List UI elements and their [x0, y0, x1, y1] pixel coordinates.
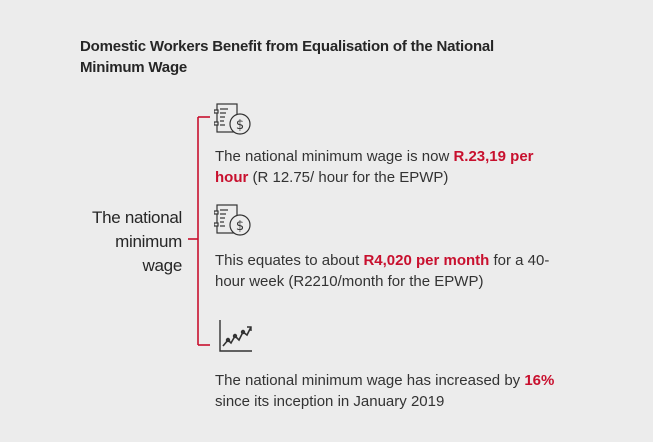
item-3-post: since its inception in January 2019 — [215, 393, 445, 410]
item-3-text: The national minimum wage has increased … — [215, 370, 565, 412]
item-3-highlight: 16% — [524, 372, 555, 389]
svg-text:$: $ — [236, 219, 244, 234]
money-document-icon: $ — [213, 103, 256, 144]
item-2-pre: This equates to about — [215, 252, 364, 269]
page-title: Domestic Workers Benefit from Equalisati… — [80, 36, 560, 78]
line-chart-icon — [216, 318, 256, 359]
hub-label-line-2: minimum — [115, 232, 182, 251]
title-line-2: Minimum Wage — [80, 59, 188, 76]
hub-label-line-3: wage — [142, 256, 183, 275]
item-1-highlight: R.23,19 per hour — [215, 148, 534, 186]
item-2-highlight: R4,020 per month — [363, 252, 490, 269]
item-1-pre: The national minimum wage is now — [215, 148, 454, 165]
item-1-post: (R 12.75/ hour for the EPWP) — [248, 169, 449, 186]
item-2-post: for a 40-hour week (R2210/month for the … — [215, 252, 550, 290]
hub-label: The national minimum wage — [60, 206, 182, 278]
svg-text:$: $ — [236, 118, 244, 133]
item-1-text: The national minimum wage is now R.23,19… — [215, 146, 565, 188]
title-line-1: Domestic Workers Benefit from Equalisati… — [80, 38, 495, 55]
money-document-icon: $ — [213, 204, 256, 245]
item-2-text: This equates to about R4,020 per month f… — [215, 250, 565, 292]
hub-label-line-1: The national — [92, 208, 182, 227]
item-3-pre: The national minimum wage has increased … — [215, 372, 525, 389]
